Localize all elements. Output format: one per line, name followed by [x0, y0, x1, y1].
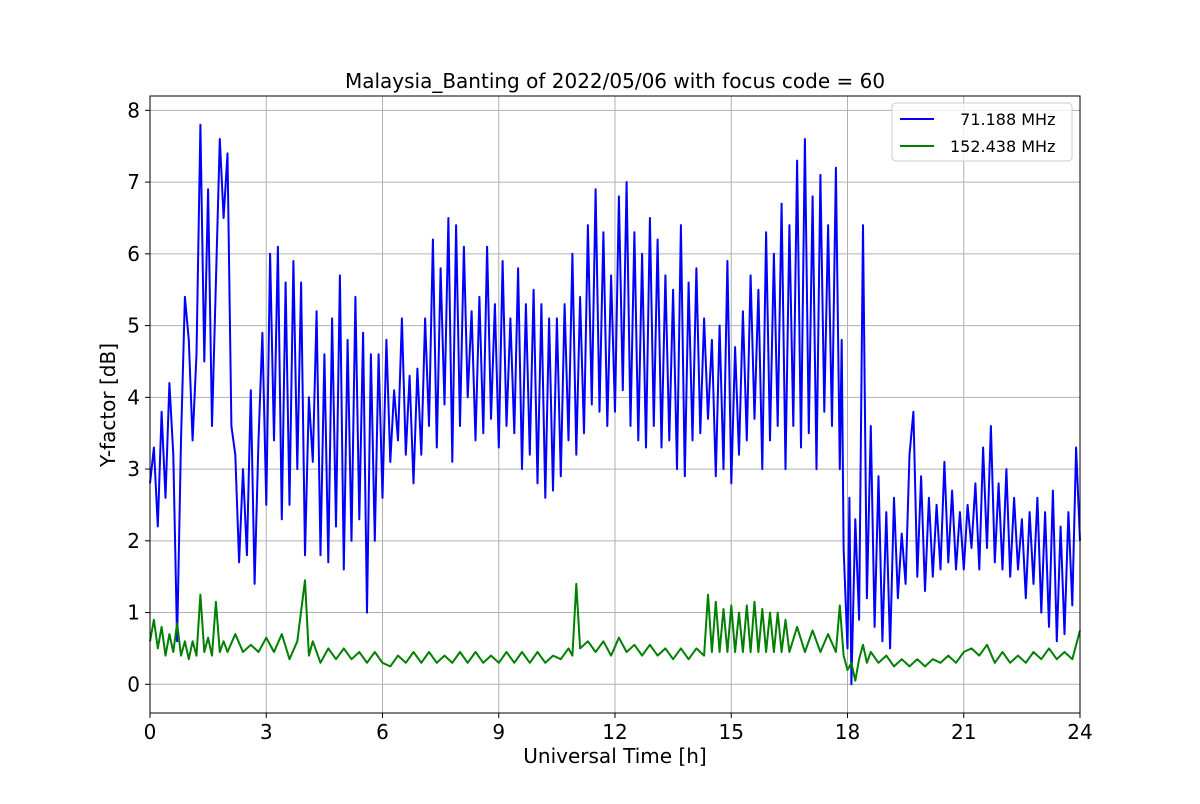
legend-box — [891, 102, 1073, 162]
legend-label-71mhz: 71.188 MHz — [950, 110, 1055, 129]
y-tick-label: 4 — [127, 385, 140, 409]
x-tick-label: 12 — [602, 720, 627, 744]
y-tick-label: 3 — [127, 457, 140, 481]
x-tick-label: 3 — [260, 720, 273, 744]
y-tick-label: 2 — [127, 529, 140, 553]
x-tick-label: 15 — [719, 720, 744, 744]
x-tick-label: 18 — [835, 720, 860, 744]
chart-title: Malaysia_Banting of 2022/05/06 with focu… — [345, 69, 885, 93]
legend-label-152mhz: 152.438 MHz — [950, 137, 1055, 156]
y-tick-label: 7 — [127, 170, 140, 194]
series-line-71mhz — [149, 123, 1081, 686]
legend: 71.188 MHz 152.438 MHz — [891, 102, 1073, 162]
x-axis-title: Universal Time [h] — [523, 744, 706, 768]
x-tick-label: 6 — [376, 720, 389, 744]
x-tick-label: 24 — [1067, 720, 1092, 744]
y-tick-label: 5 — [127, 314, 140, 338]
x-tick-label: 21 — [951, 720, 976, 744]
x-tick-label: 0 — [144, 720, 157, 744]
y-tick-label: 0 — [127, 672, 140, 696]
y-tick-label: 1 — [127, 601, 140, 625]
series-lines — [149, 123, 1081, 686]
series-line-152mhz — [149, 579, 1081, 682]
x-tick-label: 9 — [492, 720, 505, 744]
y-axis-title: Y-factor [dB] — [96, 343, 120, 468]
y-tick-label: 8 — [127, 98, 140, 122]
y-tick-label: 6 — [127, 242, 140, 266]
